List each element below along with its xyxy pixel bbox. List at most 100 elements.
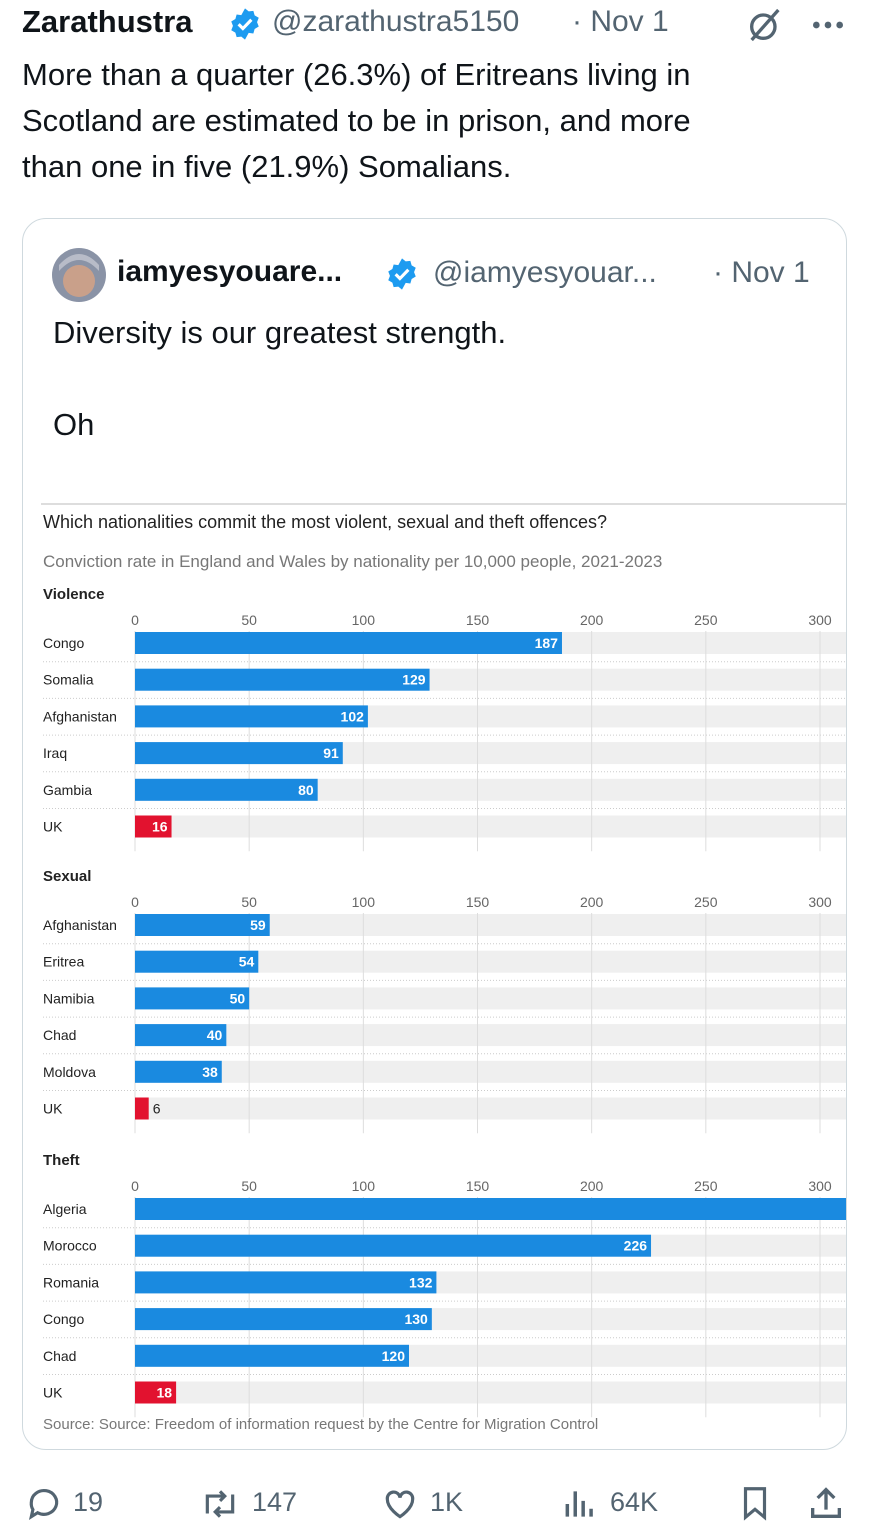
category-label: UK <box>43 819 63 835</box>
bar <box>135 632 562 654</box>
panel-title: Sexual <box>43 868 91 885</box>
row-background <box>135 1024 846 1047</box>
row-background <box>135 914 846 936</box>
like-count[interactable]: 1K <box>430 1487 464 1517</box>
category-label: Congo <box>43 635 84 651</box>
quote-text: Oh <box>53 407 95 442</box>
quote-date[interactable]: · Nov 1 <box>713 256 810 289</box>
quote-text: Diversity is our greatest strength. <box>53 315 507 350</box>
repost-icon[interactable] <box>198 1485 242 1523</box>
bar <box>135 778 318 801</box>
value-label: 6 <box>153 1101 161 1117</box>
like-icon[interactable] <box>380 1485 420 1523</box>
tweet-text: More than a quarter (26.3%) of Eritreans… <box>22 57 691 92</box>
chart-image: Which nationalities commit the most viol… <box>41 503 846 1433</box>
x-tick-label: 150 <box>466 894 490 910</box>
x-tick-label: 100 <box>352 894 376 910</box>
value-label: 18 <box>157 1385 173 1401</box>
x-tick-label: 150 <box>466 612 490 628</box>
bar <box>135 1381 177 1404</box>
value-label: 187 <box>535 635 559 651</box>
value-label: 38 <box>202 1064 218 1080</box>
panel-title: Violence <box>43 586 104 603</box>
value-label: 226 <box>624 1238 648 1254</box>
x-tick-label: 250 <box>694 894 718 910</box>
reply-count[interactable]: 19 <box>73 1487 104 1517</box>
x-tick-label: 50 <box>241 894 257 910</box>
tweet-date[interactable]: · Nov 1 <box>572 5 669 38</box>
share-icon[interactable] <box>806 1483 846 1523</box>
row-background <box>135 1381 846 1404</box>
x-tick-label: 50 <box>241 612 257 628</box>
views-count[interactable]: 64K <box>610 1487 659 1517</box>
bar <box>135 1198 846 1220</box>
category-label: Afghanistan <box>43 708 117 724</box>
bookmark-icon[interactable] <box>736 1483 774 1523</box>
bar <box>135 668 430 691</box>
verified-badge <box>388 258 416 290</box>
x-tick-label: 200 <box>580 894 604 910</box>
more-icon[interactable] <box>808 10 848 40</box>
x-tick-label: 100 <box>352 1178 376 1194</box>
repost-count[interactable]: 147 <box>252 1487 298 1517</box>
row-background <box>135 815 846 838</box>
quote-author-name[interactable]: iamyesyouare... <box>117 255 343 288</box>
x-tick-label: 0 <box>131 1178 139 1194</box>
row-background <box>135 1097 846 1120</box>
x-tick-label: 200 <box>580 1178 604 1194</box>
chart-source: Source: Source: Freedom of information r… <box>43 1416 598 1433</box>
value-label: 50 <box>230 990 246 1006</box>
views-icon[interactable] <box>560 1485 600 1523</box>
x-tick-label: 250 <box>694 1178 718 1194</box>
x-tick-label: 200 <box>580 612 604 628</box>
category-label: Somalia <box>43 672 94 688</box>
x-tick-label: 0 <box>131 894 139 910</box>
bar <box>135 1344 409 1367</box>
category-label: Algeria <box>43 1201 87 1217</box>
row-background <box>135 1060 846 1083</box>
reply-icon[interactable] <box>24 1485 64 1523</box>
x-tick-label: 150 <box>466 1178 490 1194</box>
category-label: Eritrea <box>43 954 84 970</box>
bar <box>135 987 250 1010</box>
category-label: Romania <box>43 1274 99 1290</box>
tweet-text: Scotland are estimated to be in prison, … <box>22 103 691 138</box>
category-label: Moldova <box>43 1064 96 1080</box>
x-tick-label: 250 <box>694 612 718 628</box>
x-tick-label: 300 <box>808 894 832 910</box>
bar <box>135 914 270 936</box>
bar <box>135 1271 437 1294</box>
bar <box>135 1097 149 1120</box>
avatar <box>52 248 106 302</box>
category-label: UK <box>43 1101 63 1117</box>
row-background <box>135 987 846 1010</box>
grok-icon[interactable] <box>745 5 785 45</box>
bar <box>135 1308 432 1331</box>
x-tick-label: 300 <box>808 1178 832 1194</box>
category-label: Namibia <box>43 990 95 1006</box>
value-label: 59 <box>250 917 266 933</box>
value-label: 132 <box>409 1274 433 1290</box>
bar <box>135 742 343 765</box>
value-label: 129 <box>402 672 426 688</box>
bar <box>135 1024 227 1047</box>
category-label: Morocco <box>43 1238 97 1254</box>
quote-author-handle[interactable]: @iamyesyouar... <box>433 256 657 289</box>
author-handle[interactable]: @zarathustra5150 <box>272 5 520 38</box>
panel-title: Theft <box>43 1152 80 1169</box>
value-label: 91 <box>323 745 339 761</box>
category-label: Chad <box>43 1027 76 1043</box>
author-name[interactable]: Zarathustra <box>22 4 193 39</box>
verified-badge <box>231 8 259 40</box>
value-label: 102 <box>341 708 365 724</box>
quoted-tweet[interactable]: iamyesyouare... @iamyesyouar... · Nov 1 … <box>22 218 847 1450</box>
bar <box>135 1234 652 1257</box>
bar <box>135 705 368 728</box>
chart-subtitle: Conviction rate in England and Wales by … <box>43 552 662 571</box>
category-label: Afghanistan <box>43 917 117 933</box>
value-label: 120 <box>382 1348 406 1364</box>
x-tick-label: 300 <box>808 612 832 628</box>
x-tick-label: 100 <box>352 612 376 628</box>
category-label: Chad <box>43 1348 76 1364</box>
